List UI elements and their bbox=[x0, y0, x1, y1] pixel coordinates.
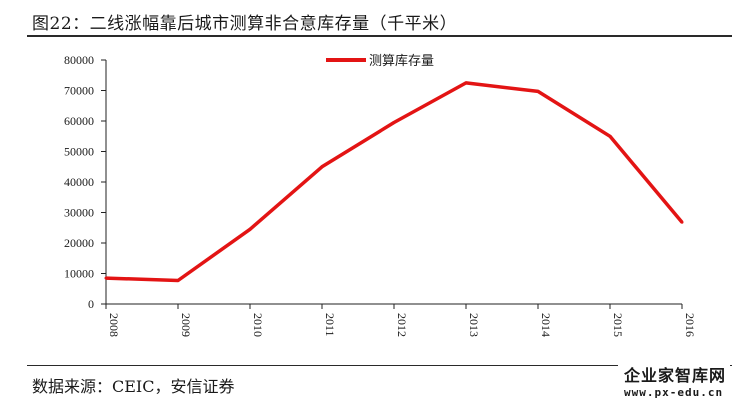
y-tick-label: 70000 bbox=[64, 84, 94, 98]
x-tick-label: 2010 bbox=[251, 313, 265, 337]
legend-label: 测算库存量 bbox=[369, 53, 434, 69]
watermark-name: 企业家智库网 bbox=[623, 366, 726, 385]
y-tick-label: 30000 bbox=[64, 206, 94, 220]
y-tick-label: 10000 bbox=[64, 267, 94, 281]
watermark-url: www.px-edu.cn bbox=[623, 386, 724, 399]
source-note: 数据来源：CEIC，安信证券 bbox=[32, 377, 235, 396]
x-tick-label: 2008 bbox=[107, 313, 121, 337]
x-tick-label: 2016 bbox=[683, 313, 697, 337]
y-tick-label: 20000 bbox=[64, 236, 94, 250]
data-point bbox=[608, 134, 612, 138]
data-point bbox=[680, 220, 684, 224]
data-point bbox=[536, 89, 540, 93]
y-tick-label: 0 bbox=[88, 297, 94, 311]
line-chart: 0 10000 20000 30000 40000 50000 60000 70000 8000… bbox=[64, 53, 697, 337]
watermark: 企业家智库网 www.px-edu.cn bbox=[617, 360, 730, 399]
series-lines bbox=[104, 81, 684, 283]
data-point bbox=[320, 165, 324, 169]
x-tick-label: 2012 bbox=[395, 313, 409, 337]
top-rule bbox=[27, 35, 732, 37]
x-tick-label: 2013 bbox=[467, 313, 481, 337]
x-tick-label: 2015 bbox=[611, 313, 625, 337]
y-tick-label: 60000 bbox=[64, 114, 94, 128]
legend: 测算库存量 bbox=[326, 53, 434, 69]
figure-title: 图22：二线涨幅靠后城市测算非合意库存量（千平米） bbox=[32, 14, 458, 34]
bottom-rule bbox=[27, 365, 732, 366]
x-tick-label: 2009 bbox=[179, 313, 193, 337]
y-tick-label: 40000 bbox=[64, 175, 94, 189]
y-tick-label: 50000 bbox=[64, 145, 94, 159]
y-tick-labels: 0 10000 20000 30000 40000 50000 60000 70000 8000… bbox=[64, 53, 94, 311]
x-tick-label: 2014 bbox=[539, 313, 553, 337]
data-point bbox=[104, 276, 108, 280]
data-point bbox=[248, 227, 252, 231]
x-tick-label: 2011 bbox=[323, 313, 337, 337]
data-point bbox=[176, 279, 180, 283]
data-point bbox=[464, 81, 468, 85]
chart-axes bbox=[101, 59, 683, 309]
series-line bbox=[105, 81, 684, 283]
x-tick-labels: 2008 2009 2010 2011 2012 2013 2014 2015 2016 bbox=[107, 313, 697, 337]
y-tick-label: 80000 bbox=[64, 53, 94, 67]
data-point bbox=[392, 121, 396, 125]
